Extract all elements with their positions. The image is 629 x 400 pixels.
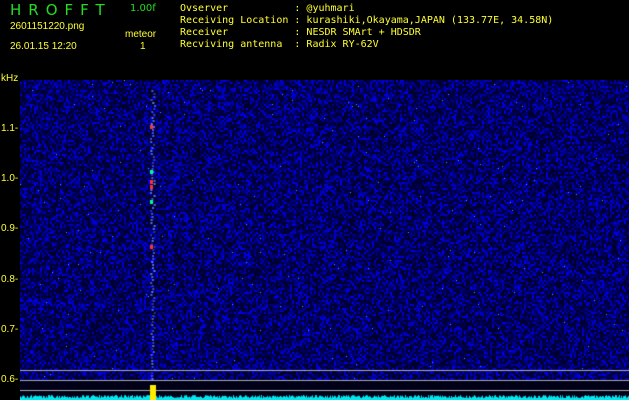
datetime: 26.01.15 12:20 xyxy=(10,41,77,52)
y-tick-label: 0.6- xyxy=(1,374,19,385)
receiver-info: Receiver : NESDR SMArt + HDSDR xyxy=(180,27,421,38)
y-unit-label: kHz xyxy=(1,73,19,84)
y-tick-label: 1.0- xyxy=(1,173,19,185)
y-tick-label: 1.1- xyxy=(1,123,19,134)
y-tick-label: 0.9- xyxy=(1,223,19,235)
y-tick-label: 0.7- xyxy=(1,323,19,335)
meteor-label: meteor xyxy=(125,29,157,40)
location-info: Receiving Location : kurashiki,Okayama,J… xyxy=(180,15,554,26)
y-tick-label: 0.8- xyxy=(1,273,19,285)
antenna-info: Recviving antenna : Radix RY-62V xyxy=(180,39,379,50)
observer-info: Ovserver : @yuhmari xyxy=(180,3,355,14)
waterfall-spectrogram xyxy=(20,80,629,400)
filename: 2601151220.png xyxy=(10,21,85,32)
meteor-count: 1 xyxy=(140,41,146,52)
version-label: 1.00f xyxy=(130,3,156,14)
app-logo: HROFFT xyxy=(10,1,112,19)
